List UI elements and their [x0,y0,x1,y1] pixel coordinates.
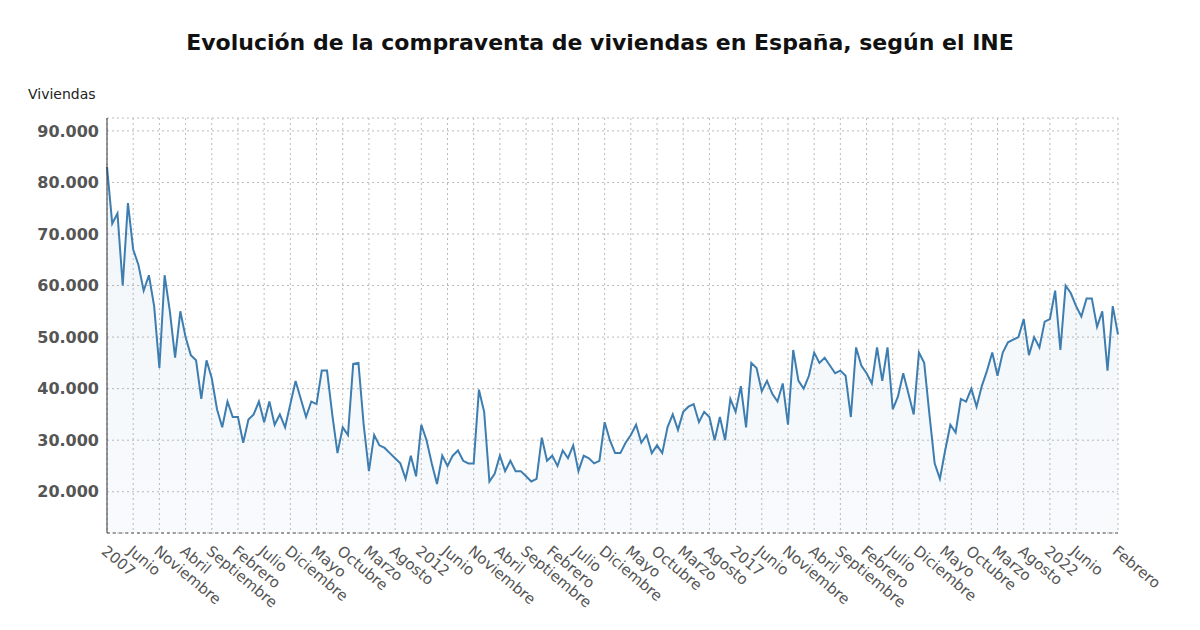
svg-text:Octubre: Octubre [962,541,1020,595]
svg-text:Febrero: Febrero [543,541,599,593]
svg-text:Diciembre: Diciembre [909,541,981,605]
svg-text:Noviembre: Noviembre [779,541,854,609]
svg-text:Agosto: Agosto [700,541,752,589]
svg-text:Julio: Julio [569,541,606,576]
svg-text:Marzo: Marzo [359,541,407,585]
svg-text:Junio: Junio [1066,541,1107,579]
svg-text:Noviembre: Noviembre [464,541,539,609]
svg-text:Agosto: Agosto [386,541,438,589]
svg-text:Diciembre: Diciembre [281,541,352,605]
svg-text:90.000: 90.000 [37,122,99,141]
svg-text:70.000: 70.000 [37,225,99,244]
svg-text:Abril: Abril [490,541,529,578]
svg-text:Junio: Junio [124,541,164,580]
svg-text:Febrero: Febrero [229,541,284,593]
svg-text:Junio: Junio [438,541,479,580]
svg-text:Septiembre: Septiembre [517,541,596,612]
svg-text:Abril: Abril [176,541,215,578]
svg-text:Octubre: Octubre [648,541,706,595]
svg-text:Julio: Julio [883,541,920,576]
html-text:Viviendas: Viviendas [28,86,96,102]
svg-text:2007: 2007 [98,541,139,581]
svg-text:2012: 2012 [412,541,454,581]
svg-text:Abril: Abril [805,541,843,578]
svg-text:Marzo: Marzo [674,541,721,585]
svg-text:20.000: 20.000 [37,482,99,501]
svg-text:Febrero: Febrero [857,541,913,593]
svg-text:Febrero: Febrero [1109,542,1164,592]
svg-text:Agosto: Agosto [1014,541,1066,589]
svg-text:Mayo: Mayo [621,541,665,582]
svg-text:Mayo: Mayo [936,541,979,582]
svg-text:Julio: Julio [255,541,291,576]
svg-text:60.000: 60.000 [37,276,99,295]
svg-text:Noviembre: Noviembre [150,541,225,609]
svg-text:30.000: 30.000 [37,431,99,450]
svg-text:2017: 2017 [726,541,768,581]
html-text:Evolución de la compraventa de: Evolución de la compraventa de viviendas… [186,30,1014,55]
svg-text:2022: 2022 [1040,541,1082,581]
svg-text:80.000: 80.000 [37,173,99,192]
svg-text:Septiembre: Septiembre [831,541,910,612]
svg-text:Octubre: Octubre [333,541,392,595]
svg-text:40.000: 40.000 [37,379,99,398]
svg-text:Mayo: Mayo [307,541,350,582]
svg-text:50.000: 50.000 [37,328,99,347]
svg-text:Marzo: Marzo [988,541,1035,585]
svg-text:Junio: Junio [752,541,793,580]
svg-text:Septiembre: Septiembre [202,541,281,612]
svg-text:Diciembre: Diciembre [595,541,666,605]
